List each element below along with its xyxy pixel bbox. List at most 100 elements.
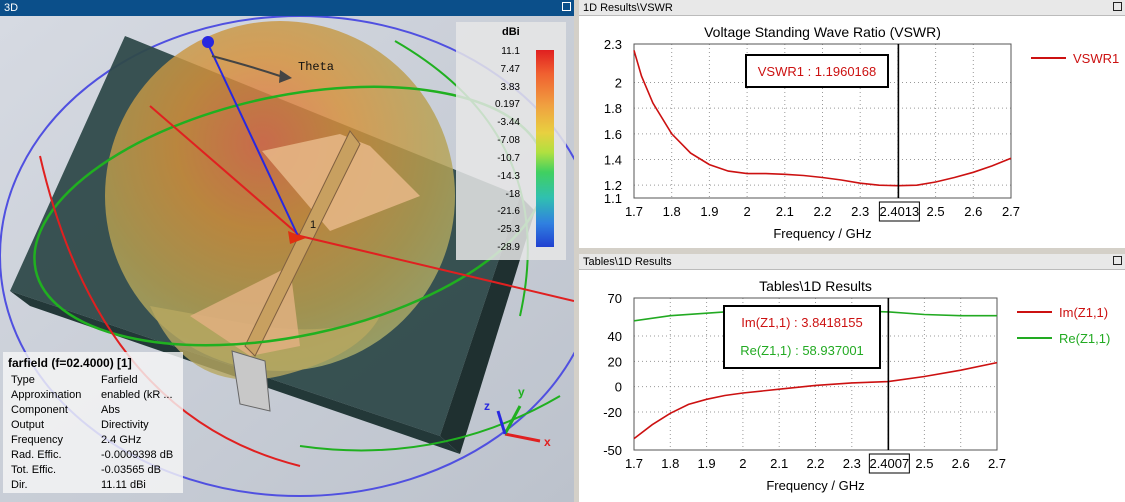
color-scale-legend: dBi 11.1 7.47 3.83 0.197 -3.44 -7.08 -10.7 -14.…	[456, 22, 566, 260]
maximize-icon[interactable]	[1113, 2, 1122, 11]
y-tick-label: 2	[615, 76, 622, 91]
legend-label: Im(Z1,1)	[1059, 305, 1108, 320]
marker-value-label: 2.4013	[880, 204, 920, 219]
info-key: Output	[11, 419, 45, 431]
y-tick-label: 0	[615, 380, 622, 395]
info-row: Tot. Effic. -0.03565 dB	[3, 463, 183, 478]
info-key: Rad. Effic.	[11, 449, 62, 461]
vertical-splitter[interactable]	[574, 0, 579, 502]
legend-tick-label: -28.9	[497, 242, 520, 253]
info-key: Tot. Effic.	[11, 464, 57, 476]
legend-tick-label: -25.3	[497, 224, 520, 236]
legend-tick-label: -3.44	[497, 117, 520, 129]
panel-impedance[interactable]: Tables\1D Results Tables\1D Results 70 40 2…	[579, 254, 1125, 502]
feed-port	[231, 350, 271, 412]
legend-label: Re(Z1,1)	[1059, 331, 1110, 346]
x-tick-label: 1.9	[698, 456, 716, 471]
axis-x-red	[299, 235, 574, 302]
feed-line	[244, 130, 361, 357]
legend-tick-label: 11.1	[501, 46, 520, 57]
legend-tick-label: 7.47	[500, 63, 520, 75]
info-row: Frequency 2.4 GHz	[3, 433, 183, 448]
legend-tick-label: 3.83	[500, 81, 520, 93]
legend-tick-label: -10.7	[497, 152, 520, 164]
info-value: Abs	[101, 404, 120, 416]
legend-tick-label: -14.3	[497, 170, 520, 182]
info-row: Component Abs	[3, 403, 183, 418]
maximize-icon[interactable]	[1113, 256, 1122, 265]
info-key: Component	[11, 404, 68, 416]
info-value: -0.0009398 dB	[101, 449, 174, 461]
series-line-im-z1-1-[interactable]	[633, 361, 998, 440]
theta-label: Theta	[298, 60, 334, 74]
x-tick-label: 2.1	[770, 456, 788, 471]
y-tick-label: 1.4	[604, 153, 622, 168]
x-tick-label: 2	[739, 456, 746, 471]
theta-direction-line	[207, 43, 299, 237]
legend-color-bar	[536, 50, 554, 247]
info-row: Dir. 11.11 dBi	[3, 478, 183, 493]
dipole-arm-lower	[190, 266, 300, 356]
panel-3d-title: 3D	[4, 2, 19, 14]
x-tick-label: 2.6	[952, 456, 970, 471]
vswr-chart[interactable]: Voltage Standing Wave Ratio (VSWR) 2.3 2 1.…	[579, 16, 1125, 248]
legend-tick-label: -7.08	[497, 135, 520, 147]
info-value: 2.4 GHz	[101, 434, 142, 446]
axes-triad: x y z	[484, 385, 551, 449]
panel-3d-title-bar[interactable]: 3D	[0, 0, 574, 16]
y-tick-label: 1.6	[604, 127, 622, 142]
y-tick-label: 40	[608, 329, 622, 344]
theta-arrowhead	[279, 70, 292, 83]
info-rows: Type Farfield Approximation enabled (kR ...…	[3, 373, 183, 493]
theta-handle[interactable]	[202, 36, 214, 48]
x-tick-label: 2.5	[915, 456, 933, 471]
panel-3d[interactable]: 3D	[0, 0, 574, 502]
y-tick-label: 1.8	[604, 101, 622, 116]
substrate-side	[440, 196, 535, 454]
marker-value-box	[868, 453, 910, 474]
y-tick-label: 2.3	[604, 37, 622, 52]
port-arrow	[288, 231, 306, 244]
x-tick-label: 1.7	[625, 204, 643, 219]
info-row: Approximation enabled (kR ...	[3, 388, 183, 403]
annotation-vswr: VSWR1 : 1.1960168	[758, 64, 877, 79]
info-title: farfield (f=02.4000) [1]	[8, 356, 132, 370]
series-line-vswr1[interactable]	[633, 50, 1012, 187]
x-tick-label: 2.2	[813, 204, 831, 219]
x-tick-label: 2.5	[927, 204, 945, 219]
x-tick-label: 2.2	[806, 456, 824, 471]
info-key: Dir.	[11, 479, 28, 491]
axis-label-z: z	[484, 399, 490, 413]
x-tick-label: 2.3	[851, 204, 869, 219]
chart-title: Voltage Standing Wave Ratio (VSWR)	[704, 24, 941, 40]
maximize-icon[interactable]	[562, 2, 571, 11]
legend-tick-label: -18	[505, 188, 520, 200]
panel-vswr[interactable]: 1D Results\VSWR Voltage Standing Wave Ra…	[579, 0, 1125, 248]
port-number: 1	[310, 219, 316, 231]
panel-vswr-title: 1D Results\VSWR	[583, 2, 673, 14]
panel-vswr-title-bar[interactable]: 1D Results\VSWR	[579, 0, 1125, 16]
info-key: Frequency	[11, 434, 63, 446]
impedance-chart[interactable]: Tables\1D Results 70 40 20 0 -20 -501.7 1.8 1.9 2…	[579, 270, 1125, 502]
info-row: Output Directivity	[3, 418, 183, 433]
marker-value-label: 2.4007	[869, 456, 909, 471]
panel-impedance-title: Tables\1D Results	[583, 256, 672, 268]
y-tick-label: 1.1	[604, 191, 622, 206]
annotation-re: Re(Z1,1) : 58.937001	[740, 343, 864, 358]
y-tick-label: 70	[608, 291, 622, 306]
x-tick-label: 1.9	[700, 204, 718, 219]
marker-annotation: Im(Z1,1) : 3.8418155 Re(Z1,1) : 58.937001	[723, 305, 881, 369]
axis-label-y: y	[518, 385, 525, 399]
x-tick-label: 2.7	[988, 456, 1006, 471]
marker-value-box	[878, 201, 920, 222]
horizontal-splitter[interactable]	[579, 248, 1125, 254]
x-axis-label: Frequency / GHz	[773, 226, 871, 241]
legend-tick-label: -21.6	[497, 206, 520, 218]
chart-title: Tables\1D Results	[759, 278, 872, 294]
x-tick-label: 2	[743, 204, 750, 219]
panel-impedance-title-bar[interactable]: Tables\1D Results	[579, 254, 1125, 270]
x-tick-label: 1.7	[625, 456, 643, 471]
plot-frame	[633, 297, 998, 451]
legend-unit: dBi	[502, 26, 520, 38]
info-value: Farfield	[101, 374, 138, 386]
